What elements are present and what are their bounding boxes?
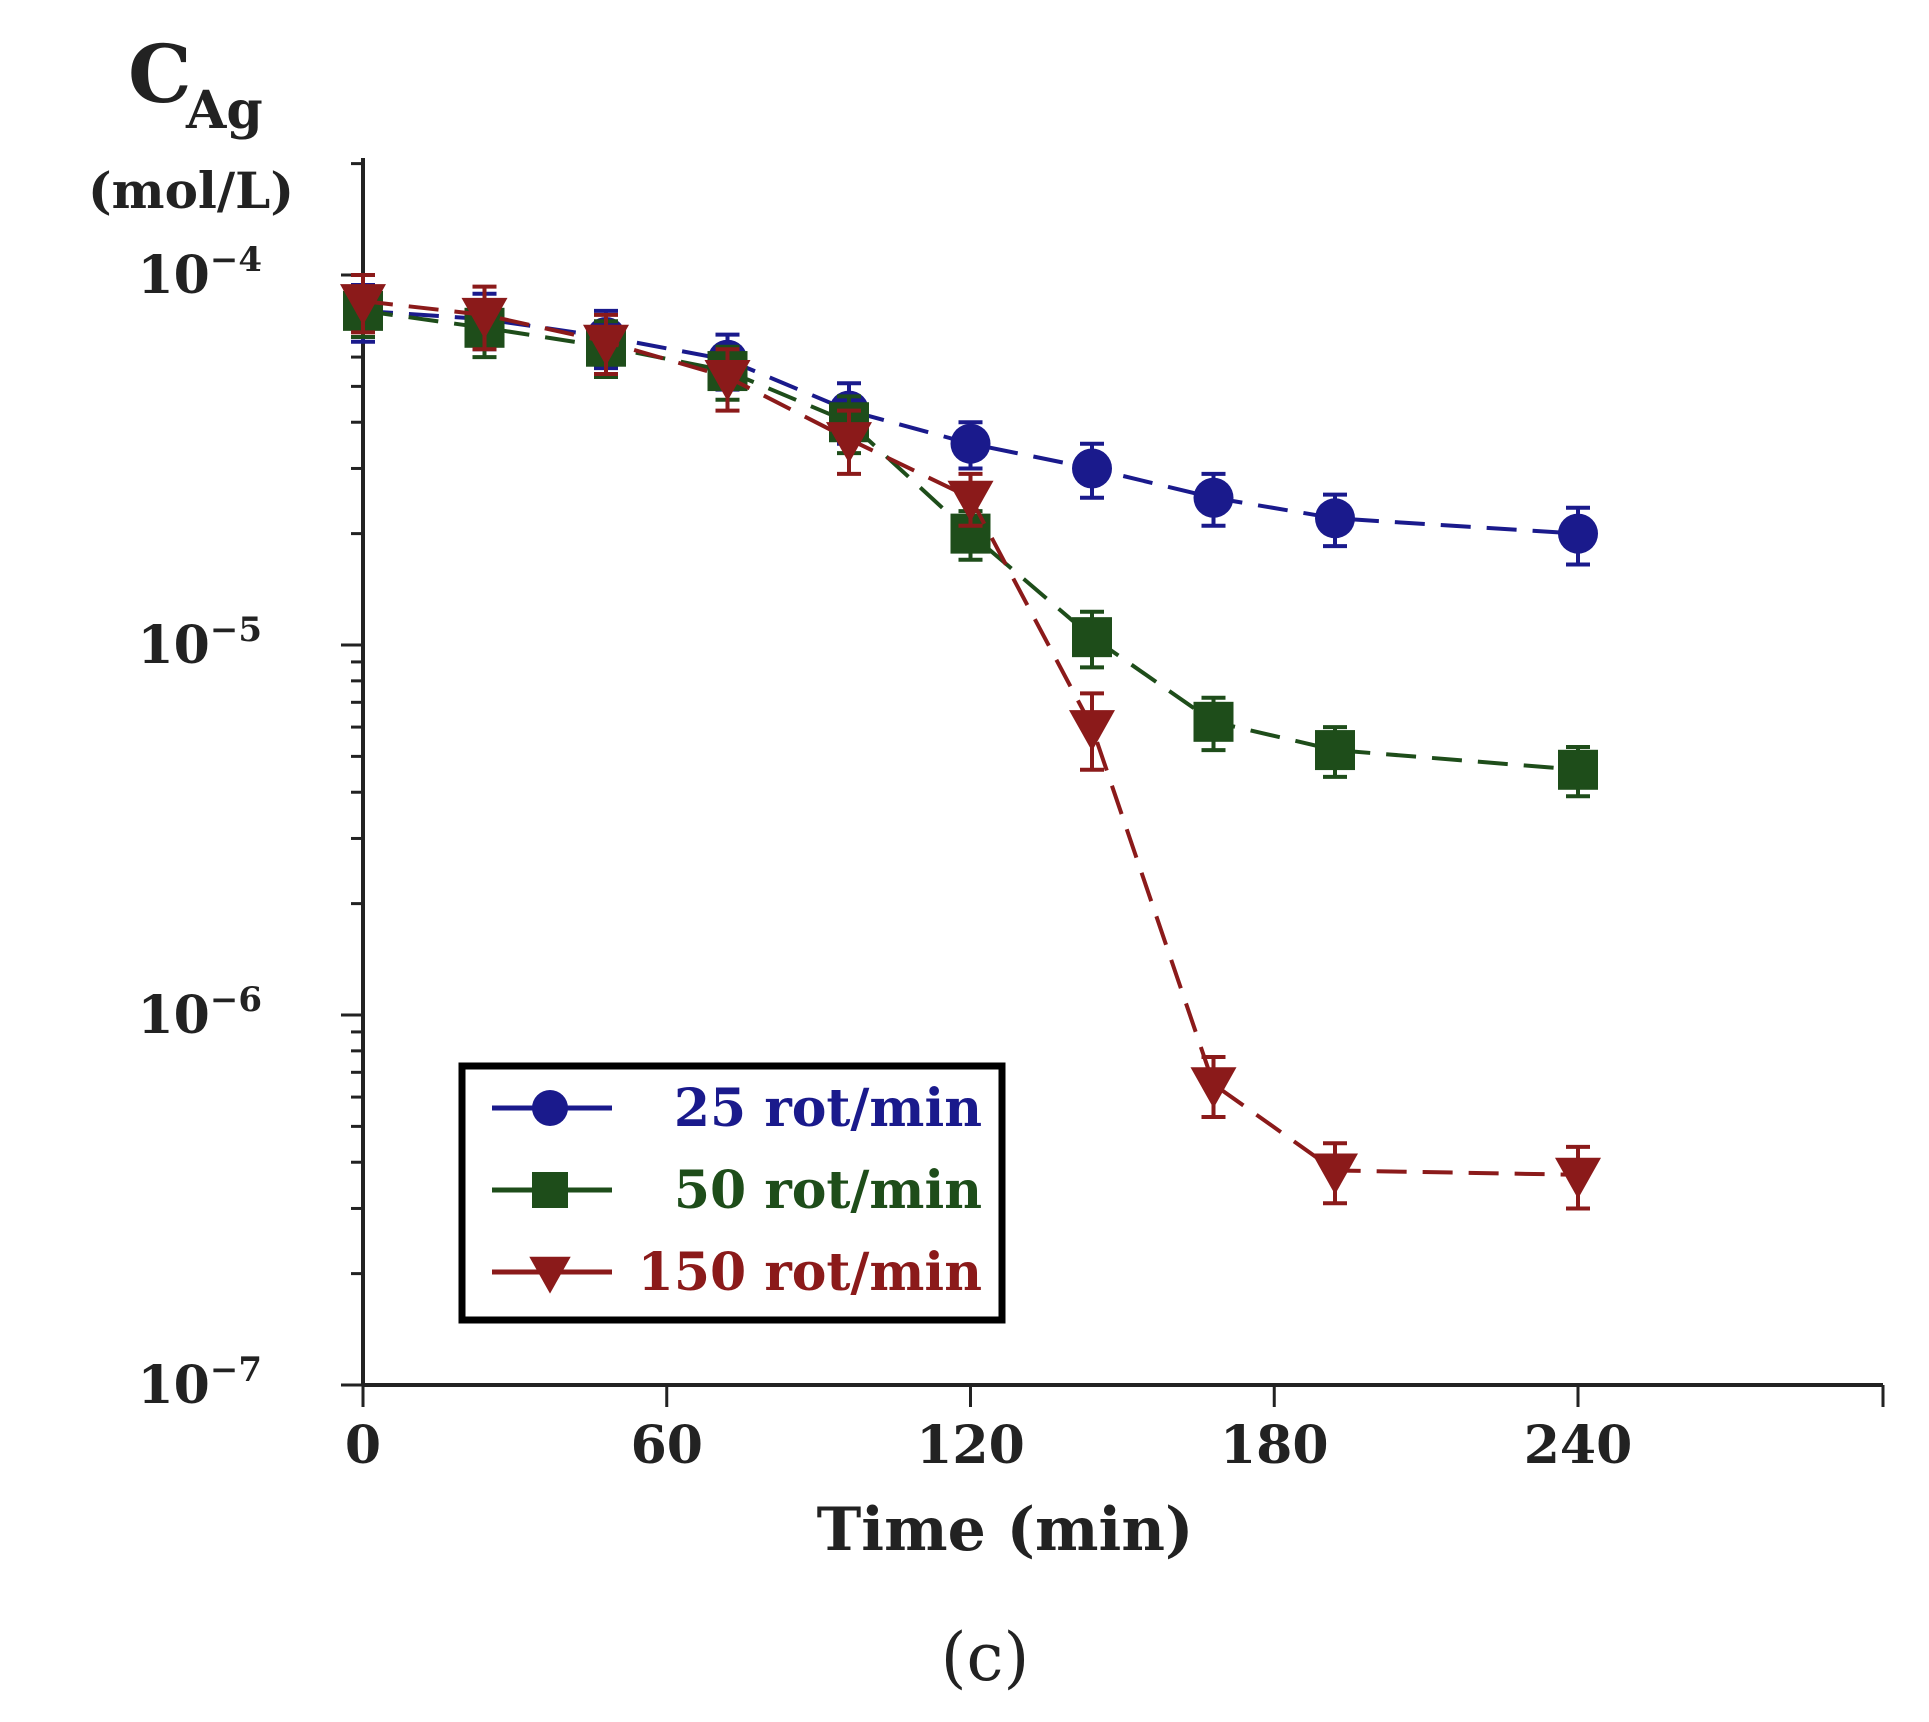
legend-marker <box>529 1256 571 1294</box>
data-point <box>826 422 872 464</box>
data-point <box>950 423 991 464</box>
x-tick-label: 240 <box>1524 1415 1633 1476</box>
panel-label: (c) <box>941 1619 1029 1696</box>
legend: 25 rot/min 50 rot/min 150 rot/min <box>458 1062 1006 1324</box>
y-axis-title: C Ag (mol/L) <box>88 27 294 220</box>
data-point <box>461 297 508 339</box>
data-point <box>1315 498 1355 539</box>
data-point <box>1190 1067 1237 1109</box>
series-layer <box>340 273 1601 1211</box>
legend-item-3: 150 rot/min <box>492 1242 982 1303</box>
data-point <box>1558 513 1598 554</box>
y-tick-label: 10−6 <box>137 980 262 1046</box>
series-line <box>362 299 1579 1177</box>
legend-item-2: 50 rot/min <box>492 1160 982 1221</box>
series-line <box>362 308 1579 772</box>
legend-marker <box>532 1090 568 1126</box>
axes: 10−4 10−5 10−6 10−7 0 60 120 180 240 <box>137 158 1885 1476</box>
data-point <box>1312 1153 1358 1195</box>
data-point <box>1193 477 1234 518</box>
legend-label: 150 rot/min <box>638 1242 982 1303</box>
data-point <box>1555 1157 1601 1199</box>
data-point <box>1558 749 1598 790</box>
legend-label: 25 rot/min <box>674 1078 982 1139</box>
data-point <box>1072 617 1112 658</box>
y-tick-label: 10−4 <box>137 240 262 306</box>
y-axis-units: (mol/L) <box>88 161 294 220</box>
x-axis-title: Time (min) <box>817 1495 1194 1565</box>
x-tick-label: 120 <box>916 1415 1025 1476</box>
data-point <box>1069 710 1115 752</box>
y-tick-label: 10−5 <box>137 610 262 676</box>
y-tick-label: 10−7 <box>137 1350 262 1416</box>
x-tick-label: 180 <box>1220 1415 1329 1476</box>
y-axis-title-main: C <box>128 27 192 121</box>
data-point <box>1193 701 1234 742</box>
data-point <box>1072 448 1112 489</box>
data-point <box>1315 730 1355 771</box>
legend-item-1: 25 rot/min <box>492 1078 982 1139</box>
legend-marker <box>532 1172 568 1208</box>
y-axis-title-sub: Ag <box>185 80 263 141</box>
x-tick-label: 0 <box>345 1415 381 1476</box>
data-point <box>340 284 386 326</box>
series-line <box>362 308 1579 536</box>
legend-label: 50 rot/min <box>674 1160 982 1221</box>
series-2 <box>343 286 1598 799</box>
data-point <box>947 480 994 522</box>
data-point <box>583 324 629 366</box>
data-point <box>704 360 751 402</box>
series-3 <box>340 273 1601 1211</box>
x-tick-label: 60 <box>631 1415 703 1476</box>
